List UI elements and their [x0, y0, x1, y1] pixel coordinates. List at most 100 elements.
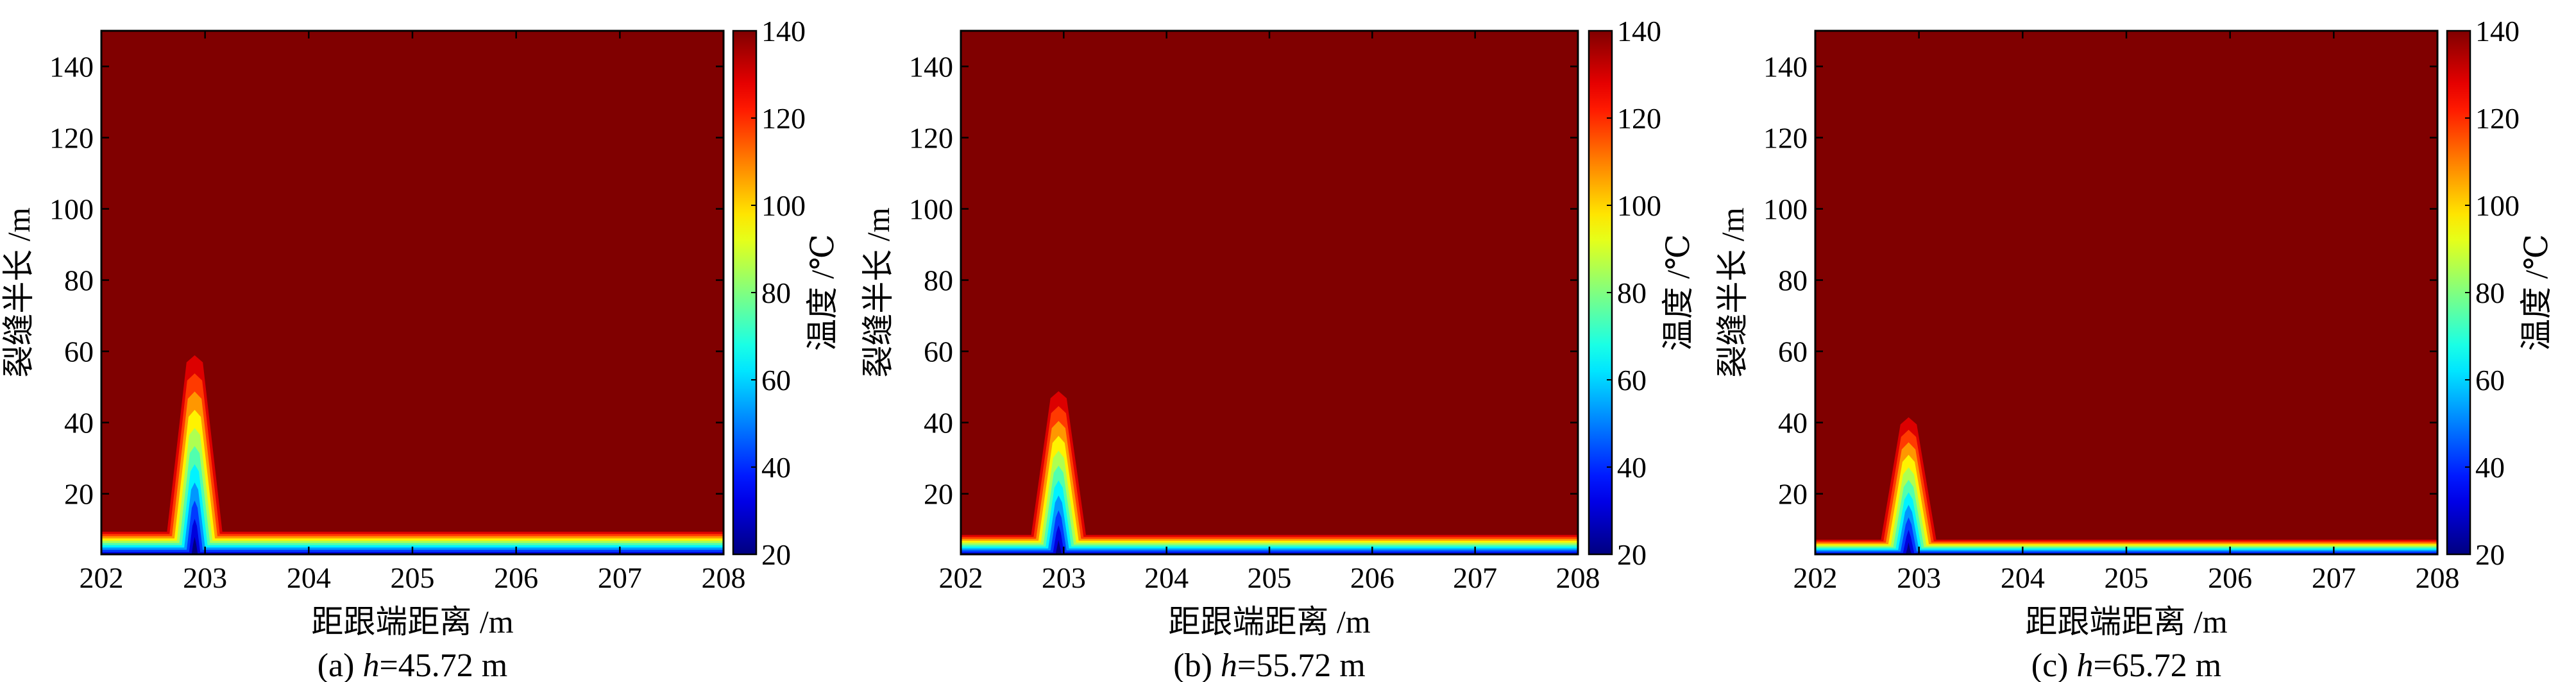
contour-level-6	[101, 446, 724, 554]
colorbar-tick-label: 140	[1617, 15, 1661, 47]
colorbar-label: 温度 /℃	[1660, 234, 1696, 351]
y-axis-label: 裂缝半长 /m	[1, 207, 37, 377]
colorbar-tick-label: 60	[1617, 364, 1647, 396]
colorbar-label: 温度 /℃	[804, 234, 840, 351]
chart-panel-b: 202 203 204 205 206 207 208 20 40 60 80 100 120 140 距跟…	[860, 15, 1696, 682]
caption-variable: h	[362, 647, 379, 682]
colorbar-tick-label: 40	[1617, 451, 1647, 484]
heatmap-field	[1815, 31, 2437, 554]
chart-panel-c: 202 203 204 205 206 207 208 20 40 60 80 100 120 140 距跟…	[1715, 15, 2554, 682]
y-tick-label: 120	[1763, 122, 1808, 155]
colorbar-tick-label: 120	[1617, 102, 1661, 135]
caption-prefix: (c)	[2031, 647, 2077, 682]
x-tick-label: 202	[939, 561, 983, 594]
y-tick-label: 80	[1778, 264, 1808, 297]
x-axis-label: 距跟端距离 /m	[311, 604, 513, 640]
y-tick-label: 100	[49, 193, 94, 226]
x-tick-label: 202	[80, 561, 124, 594]
contour-level-3	[101, 391, 724, 554]
y-tick-label: 20	[1778, 478, 1808, 511]
x-tick-label: 207	[598, 561, 642, 594]
colorbar-tick-label: 20	[2475, 538, 2505, 571]
colorbar-tick-label: 60	[2475, 364, 2505, 396]
x-tick-label: 207	[1453, 561, 1497, 594]
x-tick-label: 204	[2001, 561, 2045, 594]
y-tick-label: 60	[1778, 336, 1808, 368]
caption-prefix: (b)	[1173, 647, 1221, 682]
y-tick-label: 40	[1778, 407, 1808, 439]
y-tick-label: 40	[64, 407, 94, 439]
colorbar-tick-label: 100	[1617, 189, 1661, 222]
colorbar-tick-label: 100	[761, 189, 806, 222]
contour-level-2	[1815, 429, 2437, 554]
panel-caption: (b) h=55.72 m	[1173, 647, 1365, 682]
y-tick-label: 80	[64, 264, 94, 297]
colorbar-tick-label: 40	[761, 451, 791, 484]
caption-value: =55.72 m	[1237, 647, 1366, 682]
heatmap-field	[101, 31, 724, 554]
caption-variable: h	[1221, 647, 1237, 682]
colorbar-tick-label: 80	[1617, 277, 1647, 309]
y-tick-label: 140	[1763, 51, 1808, 83]
x-tick-label: 208	[702, 561, 746, 594]
colorbar-tick-label: 100	[2475, 189, 2520, 222]
x-tick-label: 203	[1897, 561, 1941, 594]
heatmap-field	[961, 31, 1578, 554]
y-tick-label: 100	[909, 193, 953, 226]
x-tick-label: 202	[1793, 561, 1838, 594]
y-tick-label: 80	[924, 264, 953, 297]
x-tick-label: 203	[183, 561, 227, 594]
contour-level-7	[101, 464, 724, 554]
y-tick-label: 20	[64, 478, 94, 511]
caption-variable: h	[2076, 647, 2093, 682]
y-tick-label: 140	[909, 51, 953, 83]
contour-level-3	[1815, 442, 2437, 554]
y-tick-label: 20	[924, 478, 953, 511]
x-tick-label: 205	[391, 561, 435, 594]
colorbar-tick-label: 120	[2475, 102, 2520, 135]
x-tick-label: 206	[494, 561, 538, 594]
contour-level-4	[101, 409, 724, 554]
x-axis-label: 距跟端距离 /m	[1168, 604, 1370, 640]
colorbar-tick-label: 80	[761, 277, 791, 309]
x-tick-label: 204	[287, 561, 331, 594]
contour-level-6	[961, 465, 1578, 554]
caption-prefix: (a)	[318, 647, 363, 682]
colorbar-tick-label: 40	[2475, 451, 2505, 484]
colorbar-tick-label: 20	[1617, 538, 1647, 571]
panel-caption: (c) h=65.72 m	[2031, 647, 2222, 682]
y-axis-label: 裂缝半长 /m	[860, 207, 896, 377]
chart-panel-a: 202 203 204 205 206 207 208 20 40 60 80 100 120 140 距跟…	[1, 15, 840, 682]
contour-level-4	[1815, 454, 2437, 554]
y-tick-label: 60	[64, 336, 94, 368]
y-tick-label: 140	[49, 51, 94, 83]
y-tick-label: 120	[909, 122, 953, 155]
y-tick-label: 60	[924, 336, 953, 368]
x-tick-label: 203	[1042, 561, 1086, 594]
colorbar-tick-label: 120	[761, 102, 806, 135]
caption-value: =65.72 m	[2093, 647, 2221, 682]
x-tick-label: 205	[1248, 561, 1292, 594]
contour-level-1	[1815, 417, 2437, 554]
y-axis-label: 裂缝半长 /m	[1715, 207, 1750, 377]
contour-level-5	[1815, 467, 2437, 554]
x-tick-label: 204	[1144, 561, 1189, 594]
x-tick-label: 206	[2208, 561, 2252, 594]
y-tick-label: 120	[49, 122, 94, 155]
x-tick-label: 208	[2416, 561, 2460, 594]
y-tick-label: 40	[924, 407, 953, 439]
contour-level-5	[101, 428, 724, 554]
caption-value: =45.72 m	[379, 647, 507, 682]
contour-level-4	[961, 436, 1578, 554]
colorbar-tick-label: 60	[761, 364, 791, 396]
colorbar-label: 温度 /℃	[2518, 234, 2554, 351]
colorbar-tick-label: 140	[2475, 15, 2520, 47]
y-tick-label: 100	[1763, 193, 1808, 226]
colorbar-tick-label: 20	[761, 538, 791, 571]
colorbar-tick-label: 140	[761, 15, 806, 47]
colorbar-tick-label: 80	[2475, 277, 2505, 309]
panel-caption: (a) h=45.72 m	[318, 647, 508, 682]
x-tick-label: 206	[1350, 561, 1394, 594]
x-tick-label: 207	[2312, 561, 2356, 594]
